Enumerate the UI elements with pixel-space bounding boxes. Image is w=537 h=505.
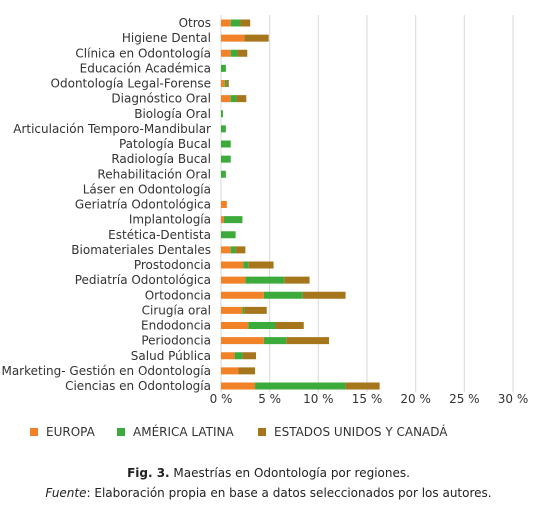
category-label: Patología Bucal xyxy=(119,137,211,151)
bar-europa xyxy=(221,367,239,375)
bar-estados-unidos-y-canada xyxy=(244,34,269,42)
legend-label: ESTADOS UNIDOS Y CANADÁ xyxy=(274,424,448,439)
category-label: Rehabilitación Oral xyxy=(97,167,211,181)
bar-europa xyxy=(221,276,246,284)
bar-america-latina xyxy=(221,231,236,239)
category-label: Educación Académica xyxy=(80,61,211,75)
legend-swatch xyxy=(117,428,125,436)
x-tick-label: 0 % xyxy=(210,392,233,406)
bar-estados-unidos-y-canada xyxy=(237,49,248,57)
figure-title: Maestrías en Odontología por regiones. xyxy=(169,466,410,480)
x-tick-label: 10 % xyxy=(303,392,334,406)
category-label: Biomateriales Dentales xyxy=(71,243,211,257)
category-label: Endodoncia xyxy=(141,319,211,333)
bar-estados-unidos-y-canada xyxy=(286,337,330,345)
bar-america-latina xyxy=(221,125,226,133)
bar-america-latina xyxy=(263,337,287,345)
bar-america-latina xyxy=(221,64,226,72)
bar-europa xyxy=(221,382,256,390)
category-label: Cirugía oral xyxy=(142,303,211,317)
category-label: Implantología xyxy=(129,213,211,227)
x-tick-label: 20 % xyxy=(400,392,431,406)
category-label: Láser en Odontología xyxy=(83,182,211,196)
category-label: Ciencias en Odontología xyxy=(65,379,211,393)
category-label: Radiología Bucal xyxy=(111,152,211,166)
bar-europa xyxy=(221,306,243,314)
bar-estados-unidos-y-canada xyxy=(275,322,304,329)
bar-america-latina xyxy=(245,276,285,284)
bar-europa xyxy=(221,261,244,269)
category-label: Otros xyxy=(179,16,211,30)
category-label: Marketing- Gestión en Odontología xyxy=(1,364,211,378)
x-tick-label: 30 % xyxy=(498,392,529,406)
bar-europa xyxy=(221,352,235,360)
category-label: Prostodoncia xyxy=(134,258,211,272)
bar-america-latina xyxy=(242,306,245,314)
category-label: Salud Pública xyxy=(131,349,211,363)
bar-europa xyxy=(221,216,224,224)
figure-label: Fig. 3. xyxy=(127,466,170,480)
bar-america-latina xyxy=(221,110,223,118)
category-label: Odontología Legal-Forense xyxy=(51,77,211,91)
bar-europa xyxy=(221,80,225,87)
bar-estados-unidos-y-canada xyxy=(238,367,256,375)
category-label: Pediatría Odontológica xyxy=(75,273,211,287)
legend-swatch xyxy=(30,428,38,436)
category-label: Clínica en Odontología xyxy=(75,46,211,60)
bar-america-latina xyxy=(223,216,243,224)
category-label: Estética-Dentista xyxy=(108,228,211,242)
bar-estados-unidos-y-canada xyxy=(284,276,310,284)
bar-america-latina xyxy=(255,382,346,390)
bar-europa xyxy=(221,201,227,208)
bar-america-latina xyxy=(224,80,227,87)
bar-estados-unidos-y-canada xyxy=(345,382,380,390)
bar-estados-unidos-y-canada xyxy=(226,80,229,87)
source-label: Fuente xyxy=(45,486,87,500)
bar-america-latina xyxy=(221,140,231,148)
bar-america-latina xyxy=(221,155,231,163)
bar-europa xyxy=(221,49,231,57)
bar-estados-unidos-y-canada xyxy=(235,246,246,254)
category-label: Periodoncia xyxy=(141,334,211,348)
category-label: Geriatría Odontológica xyxy=(75,198,211,212)
source-note: Fuente: Elaboración propia en base a dat… xyxy=(0,486,537,500)
bar-america-latina xyxy=(263,291,303,299)
bar-america-latina xyxy=(234,352,243,360)
source-text: : Elaboración propia en base a datos sel… xyxy=(86,486,492,500)
legend-swatch xyxy=(258,428,266,436)
x-tick-label: 5 % xyxy=(258,392,281,406)
bar-america-latina xyxy=(221,170,226,178)
bar-europa xyxy=(221,291,264,299)
x-tick-label: 15 % xyxy=(352,392,383,406)
category-label: Higiene Dental xyxy=(122,31,211,45)
bar-europa xyxy=(221,337,264,345)
bar-estados-unidos-y-canada xyxy=(244,306,267,314)
bar-america-latina xyxy=(230,95,237,103)
category-label: Ortodoncia xyxy=(145,288,211,302)
bar-estados-unidos-y-canada xyxy=(240,19,251,27)
figure-caption: Fig. 3. Maestrías en Odontología por reg… xyxy=(0,466,537,480)
bar-estados-unidos-y-canada xyxy=(242,352,257,360)
bar-europa xyxy=(221,322,249,329)
bar-america-latina xyxy=(230,19,241,27)
category-label: Articulación Temporo-Mandibular xyxy=(13,122,211,136)
x-tick-label: 25 % xyxy=(449,392,480,406)
bar-america-latina xyxy=(230,246,236,254)
legend-label: EUROPA xyxy=(46,425,96,439)
bar-estados-unidos-y-canada xyxy=(302,291,346,299)
bar-europa xyxy=(221,246,231,254)
bar-europa xyxy=(221,95,231,103)
legend-label: AMÉRICA LATINA xyxy=(133,424,235,439)
bar-america-latina xyxy=(243,261,249,269)
category-label: Diagnóstico Oral xyxy=(111,92,211,106)
bar-europa xyxy=(221,19,231,27)
bar-america-latina xyxy=(230,49,238,57)
bar-europa xyxy=(221,34,245,42)
bar-estados-unidos-y-canada xyxy=(236,95,247,103)
category-label: Biología Oral xyxy=(134,107,211,121)
bar-america-latina xyxy=(248,322,276,329)
bar-estados-unidos-y-canada xyxy=(248,261,274,269)
